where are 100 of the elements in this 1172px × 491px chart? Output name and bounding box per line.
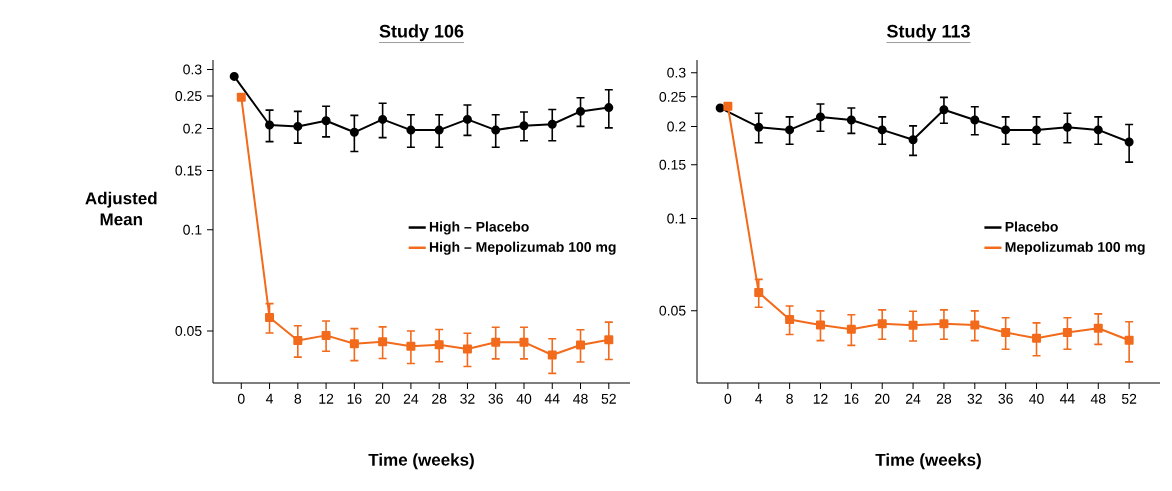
point — [547, 350, 557, 360]
point — [908, 135, 918, 145]
x-tick-label: 48 — [1090, 393, 1106, 404]
x-tick-label: 4 — [755, 393, 763, 404]
chart-title: Study 113 — [887, 24, 970, 42]
point — [434, 340, 444, 350]
point — [349, 339, 359, 349]
point — [519, 337, 529, 347]
point — [970, 115, 980, 125]
point — [293, 336, 303, 346]
y-tick-label: 0.1 — [667, 213, 686, 224]
point — [576, 340, 586, 350]
y-tick-label: 0.25 — [175, 91, 202, 101]
y-tick-label: 0.05 — [175, 325, 202, 336]
point — [754, 122, 764, 132]
point — [1124, 137, 1134, 147]
point — [785, 314, 795, 324]
point — [378, 114, 388, 124]
point — [321, 116, 331, 126]
x-tick-label: 32 — [967, 393, 982, 404]
point — [754, 288, 764, 298]
x-tick-label: 48 — [573, 393, 588, 404]
point — [877, 125, 887, 135]
x-tick-label: 4 — [265, 393, 274, 404]
x-tick-label: 52 — [601, 393, 616, 404]
x-tick-label: 16 — [844, 393, 859, 404]
point — [970, 320, 980, 330]
x-tick-label: 40 — [1029, 393, 1044, 404]
point — [462, 114, 472, 124]
point — [939, 319, 949, 329]
point — [1093, 125, 1103, 135]
point — [604, 103, 614, 113]
point — [229, 71, 239, 81]
point — [519, 121, 529, 131]
point — [846, 115, 856, 125]
legend-label: Placebo — [1005, 221, 1058, 232]
point — [723, 101, 733, 111]
legend-label: High – Placebo — [429, 221, 529, 235]
point — [908, 320, 918, 330]
point — [406, 341, 416, 351]
point — [576, 106, 586, 116]
point — [293, 121, 303, 131]
point — [815, 320, 825, 330]
point — [846, 324, 856, 334]
point — [491, 337, 501, 347]
y-tick-label: 0.3 — [183, 64, 202, 75]
x-tick-label: 32 — [460, 393, 475, 404]
point — [785, 125, 795, 135]
x-tick-label: 20 — [375, 393, 390, 404]
point — [1093, 323, 1103, 333]
y-tick-label: 0.25 — [659, 91, 686, 102]
point — [321, 330, 331, 340]
point — [1032, 125, 1042, 135]
point — [265, 120, 275, 130]
point — [815, 112, 825, 122]
point — [1062, 328, 1072, 338]
x-tick-label: 36 — [488, 393, 503, 404]
point — [1032, 333, 1042, 343]
x-tick-label: 44 — [1059, 393, 1075, 404]
point — [236, 92, 246, 102]
x-tick-label: 40 — [516, 393, 532, 404]
y-tick-label: 0.3 — [667, 67, 686, 78]
y-tick-label: 0.2 — [667, 121, 686, 132]
y-tick-label: 0.1 — [183, 224, 202, 235]
y-tick-label: 0.15 — [659, 159, 686, 170]
point — [349, 127, 359, 137]
x-tick-label: 8 — [786, 393, 793, 404]
point — [491, 125, 501, 135]
point — [265, 313, 275, 323]
legend-label: Mepolizumab 100 mg — [1005, 241, 1145, 255]
y-tick-label: 0.2 — [183, 123, 202, 134]
legend-label: High – Mepolizumab 100 mg — [429, 241, 616, 255]
x-tick-label: 20 — [875, 393, 890, 404]
x-tick-label: 36 — [998, 393, 1013, 404]
point — [939, 105, 949, 115]
x-tick-label: 16 — [347, 393, 362, 404]
x-tick-label: 28 — [936, 393, 952, 404]
x-tick-label: 28 — [432, 393, 447, 404]
y-tick-label: 0.15 — [175, 165, 202, 176]
point — [406, 125, 416, 135]
point — [547, 119, 557, 129]
chart-title: Study 106 — [379, 24, 464, 42]
x-tick-label: 12 — [813, 393, 828, 404]
point — [1062, 122, 1072, 132]
point — [1124, 335, 1134, 345]
x-axis-title: Time (weeks) — [368, 453, 474, 470]
point — [877, 319, 887, 329]
x-tick-label: 12 — [319, 393, 334, 404]
y-tick-label: 0.05 — [659, 305, 686, 316]
y-axis-title: Adjusted Mean — [85, 191, 157, 226]
point — [604, 335, 614, 345]
x-tick-label: 24 — [403, 393, 419, 404]
point — [434, 125, 444, 135]
x-tick-label: 0 — [237, 393, 245, 404]
point — [1001, 328, 1011, 338]
x-axis-title: Time (weeks) — [875, 453, 981, 470]
x-tick-label: 8 — [294, 393, 302, 404]
x-tick-label: 0 — [724, 393, 732, 404]
x-tick-label: 24 — [905, 393, 921, 404]
point — [1001, 125, 1011, 135]
